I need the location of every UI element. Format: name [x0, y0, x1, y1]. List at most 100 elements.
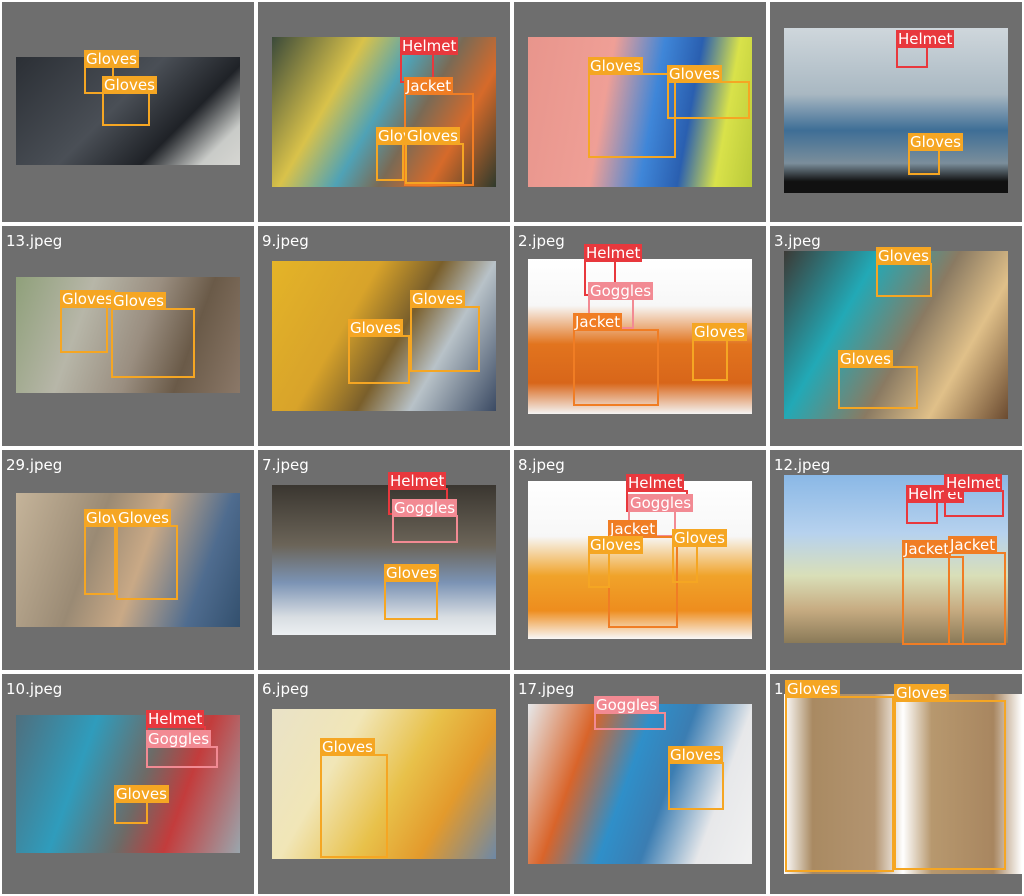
- tile-filename: 9.jpeg: [262, 232, 309, 250]
- tile-photo: [784, 694, 1022, 874]
- detection-box: Gloves: [84, 509, 139, 595]
- detection-label: Jacket: [948, 536, 998, 554]
- detection-box: Goggles: [392, 499, 458, 543]
- detection-label: Gloves: [838, 350, 893, 368]
- detection-label: Gloves: [785, 680, 840, 698]
- detection-box: Gloves: [102, 76, 157, 126]
- detection-label: Gloves: [588, 536, 643, 554]
- detection-label: Jacket: [608, 520, 658, 538]
- detection-box: Jacket: [573, 313, 659, 406]
- tile-filename: 1: [774, 680, 784, 698]
- detection-label: Gloves: [668, 746, 723, 764]
- tile-photo: [272, 37, 496, 187]
- image-tile[interactable]: 9.jpeg Gloves Gloves: [258, 226, 510, 446]
- detection-label: Gloves: [111, 292, 166, 310]
- detection-box: Gloves: [672, 529, 727, 583]
- detection-label: Gloves: [405, 127, 460, 145]
- image-tile[interactable]: 13.jpeg Gloves Gloves: [2, 226, 254, 446]
- tile-filename: 3.jpeg: [774, 232, 821, 250]
- detection-box: Gloves: [588, 57, 676, 158]
- detection-label: Jacket: [573, 313, 623, 331]
- detection-label: Goggles: [392, 499, 458, 517]
- detection-box: Gloves: [376, 127, 431, 181]
- detection-label: Helmet: [626, 474, 685, 492]
- detection-box: Gloves: [908, 133, 963, 175]
- detection-label: Gloves: [384, 564, 439, 582]
- detection-box: Gloves: [838, 350, 918, 409]
- tile-photo: [784, 251, 1008, 419]
- detection-box: Gloves: [692, 323, 747, 381]
- detection-label: Helmet: [146, 710, 205, 728]
- detection-label: Gloves: [588, 57, 643, 75]
- detection-box: Gloves: [111, 292, 195, 378]
- image-tile[interactable]: Helmet Jacket Gloves Gloves: [258, 2, 510, 222]
- detection-box: Gloves: [405, 127, 464, 184]
- tile-photo: [272, 709, 496, 859]
- detection-label: Gloves: [876, 247, 931, 265]
- detection-label: Gloves: [102, 76, 157, 94]
- image-tile[interactable]: 2.jpeg Helmet Goggles Jacket Gloves: [514, 226, 766, 446]
- detection-label: Goggles: [628, 494, 694, 512]
- tile-filename: 13.jpeg: [6, 232, 63, 250]
- detection-label: Gloves: [894, 684, 949, 702]
- detection-label: Helmet: [944, 474, 1003, 492]
- detection-label: Jacket: [404, 77, 454, 95]
- detection-label: Helmet: [896, 30, 955, 48]
- detection-label: Goggles: [594, 696, 660, 714]
- detection-label: Helmet: [388, 472, 447, 490]
- tile-filename: 17.jpeg: [518, 680, 575, 698]
- detection-label: Gloves: [116, 509, 171, 527]
- detection-box: Goggles: [594, 696, 666, 730]
- detection-label: Gloves: [672, 529, 727, 547]
- detection-box: Helmet: [896, 30, 955, 68]
- tile-filename: 2.jpeg: [518, 232, 565, 250]
- tile-filename: 6.jpeg: [262, 680, 309, 698]
- image-tile[interactable]: 6.jpeg Gloves: [258, 674, 510, 894]
- tile-filename: 10.jpeg: [6, 680, 63, 698]
- image-tile[interactable]: Gloves Gloves: [514, 2, 766, 222]
- detection-box: Gloves: [876, 247, 932, 297]
- detection-label: Goggles: [588, 282, 654, 300]
- detection-label: Helmet: [584, 244, 643, 262]
- image-tile[interactable]: 8.jpeg Helmet Goggles Jacket Gloves Gloves: [514, 450, 766, 670]
- detection-label: Jacket: [902, 540, 952, 558]
- image-tile[interactable]: 29.jpeg Gloves Gloves: [2, 450, 254, 670]
- detection-box: Gloves: [114, 785, 169, 824]
- detection-box: Gloves: [410, 290, 480, 372]
- image-tile[interactable]: 3.jpeg Gloves Gloves: [770, 226, 1022, 446]
- detection-label: Gloves: [692, 323, 747, 341]
- detection-box: Gloves: [894, 684, 1006, 870]
- detection-box: Gloves: [785, 680, 894, 872]
- image-tile[interactable]: Gloves Gloves: [2, 2, 254, 222]
- image-tile[interactable]: 10.jpeg Helmet Goggles Gloves: [2, 674, 254, 894]
- detection-box: Jacket: [948, 536, 1006, 645]
- tile-filename: 29.jpeg: [6, 456, 63, 474]
- detection-box: Gloves: [348, 319, 410, 384]
- detection-box: Helmet: [400, 37, 459, 83]
- detection-label: Gloves: [84, 50, 139, 68]
- tile-photo: [784, 475, 1008, 643]
- detection-box: Goggles: [146, 730, 218, 768]
- detection-label: Gloves: [114, 785, 169, 803]
- detection-box: Gloves: [60, 290, 115, 353]
- image-tile[interactable]: Helmet Gloves: [770, 2, 1022, 222]
- detection-box: Gloves: [84, 50, 139, 94]
- tile-filename: 7.jpeg: [262, 456, 309, 474]
- detection-label: Gloves: [908, 133, 963, 151]
- detection-label: Gloves: [60, 290, 115, 308]
- detection-label: Helmet: [400, 37, 459, 55]
- image-tile[interactable]: 1 Gloves Gloves: [770, 674, 1022, 894]
- detection-box: Goggles: [588, 282, 654, 329]
- detection-box: Gloves: [384, 564, 439, 620]
- tile-photo: [528, 704, 752, 864]
- image-tile[interactable]: 12.jpeg Helmet Helmet Jacket Jacket: [770, 450, 1022, 670]
- image-tile[interactable]: 7.jpeg Helmet Goggles Gloves: [258, 450, 510, 670]
- image-tile[interactable]: 17.jpeg Goggles Gloves: [514, 674, 766, 894]
- tile-filename: 8.jpeg: [518, 456, 565, 474]
- detection-box: Gloves: [668, 746, 724, 810]
- detection-label: Goggles: [146, 730, 212, 748]
- detection-box: Gloves: [320, 738, 388, 858]
- detection-box: Helmet: [944, 474, 1004, 517]
- detection-label: Gloves: [410, 290, 465, 308]
